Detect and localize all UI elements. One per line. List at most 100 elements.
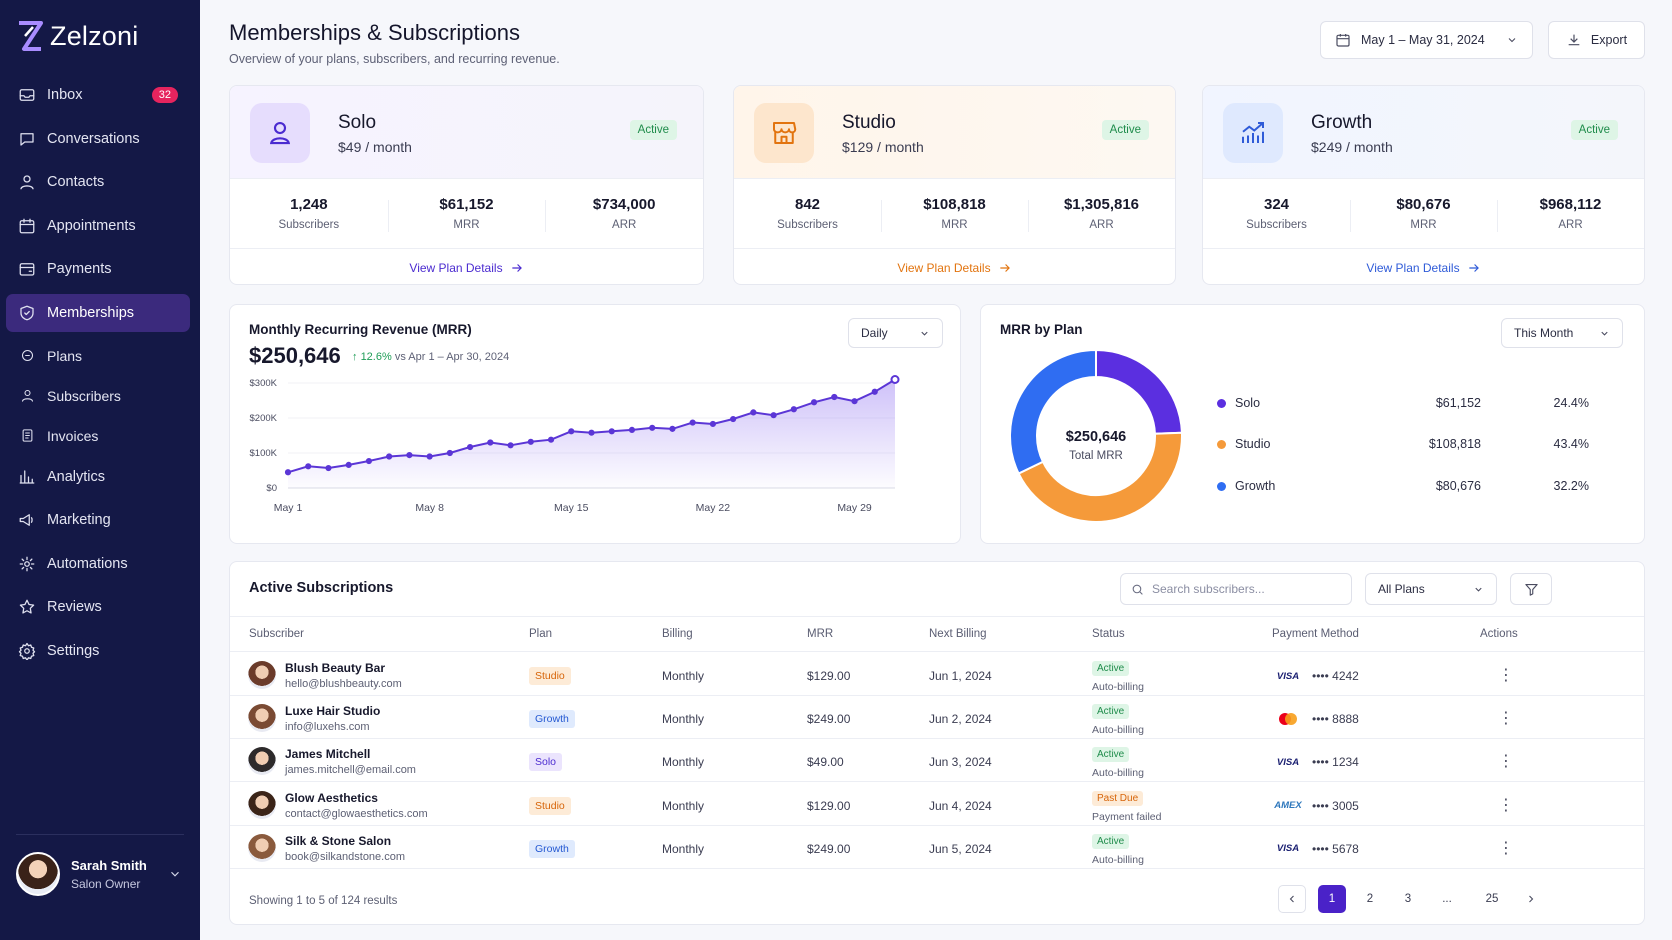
sidebar-item-automations[interactable]: Automations: [6, 545, 190, 583]
chevron-down-icon: [921, 331, 928, 336]
filter-button[interactable]: [1510, 573, 1552, 605]
data-point: [790, 406, 797, 413]
subscriber-name[interactable]: Blush Beauty Bar: [285, 661, 386, 675]
page-ellipsis: ...: [1442, 893, 1452, 905]
data-point: [446, 449, 453, 457]
sidebar-item-conversations[interactable]: Conversations: [6, 120, 190, 158]
table-row[interactable]: Luxe Hair Studio info@luxehs.com Growth Mon…: [230, 696, 1644, 740]
page-button-1[interactable]: 1: [1318, 885, 1346, 913]
arr-label: ARR: [612, 219, 637, 231]
sidebar-item-label: Automations: [47, 555, 128, 572]
avatar: [16, 852, 60, 896]
sidebar-item-payments[interactable]: Payments: [6, 250, 190, 288]
sidebar-item-subscribers[interactable]: Subscribers: [6, 378, 190, 414]
sidebar-item-label: Payments: [47, 261, 112, 278]
sidebar-item-analytics[interactable]: Analytics: [6, 458, 190, 496]
arrow-right-icon: [999, 263, 1010, 272]
export-button[interactable]: Export: [1548, 21, 1645, 59]
sidebar-item-label: Plans: [47, 347, 83, 364]
sidebar-item-label: Settings: [47, 642, 100, 659]
plan-card-solo: Solo $49 / month Active 1,248 Subscribers…: [229, 85, 704, 285]
table-header: Subscriber Plan Billing MRR Next Billing…: [230, 616, 1644, 652]
status-detail: Auto-billing: [1092, 724, 1144, 737]
plan-badge: Studio: [529, 796, 571, 815]
plan-filter-select[interactable]: All Plans: [1365, 573, 1497, 605]
sidebar-item-marketing[interactable]: Marketing: [6, 501, 190, 539]
y-tick-label: $0: [266, 483, 277, 494]
sidebar-item-settings[interactable]: Settings: [6, 632, 190, 670]
view-plan-details-link[interactable]: View Plan Details: [1203, 249, 1644, 284]
plan-name: Growth: [1311, 112, 1373, 133]
plan-name: Solo: [338, 112, 377, 133]
data-point: [568, 428, 575, 435]
status-badge: Active: [1101, 120, 1149, 140]
sidebar-item-memberships[interactable]: Memberships: [6, 293, 190, 332]
mrr-label: MRR: [1410, 219, 1437, 231]
sidebar-item-reviews[interactable]: Reviews: [6, 588, 190, 626]
export-label: Export: [1590, 33, 1628, 47]
page-button-3[interactable]: 3: [1404, 893, 1412, 905]
subscriber-name[interactable]: Silk & Stone Salon: [285, 833, 392, 848]
status-badge: Active: [1092, 704, 1130, 720]
more-actions-icon[interactable]: ⋮: [1498, 839, 1514, 857]
link-label: View Plan Details: [897, 260, 991, 275]
column-header: Actions: [1480, 628, 1518, 640]
date-range-picker[interactable]: May 1 – May 31, 2024: [1320, 21, 1533, 59]
arrow-right-icon: [511, 263, 522, 272]
plans-icon: [18, 347, 36, 365]
user-profile[interactable]: Sarah Smith Salon Owner: [16, 852, 182, 896]
table-row[interactable]: Silk & Stone Salon book@silkandstone.com G…: [230, 826, 1644, 869]
sidebar-item-label: Inbox: [47, 87, 83, 103]
subscriber-name[interactable]: James Mitchell: [285, 747, 371, 762]
table-row[interactable]: Blush Beauty Bar hello@blushbeauty.com Stu…: [230, 653, 1644, 696]
view-plan-details-link[interactable]: View Plan Details: [734, 249, 1175, 284]
link-label: View Plan Details: [1366, 260, 1460, 275]
visa-icon: VISA: [1276, 670, 1300, 682]
x-tick-label: May 29: [837, 502, 872, 514]
subscriber-name[interactable]: Luxe Hair Studio: [285, 704, 381, 719]
sidebar-item-invoices[interactable]: Invoices: [6, 418, 190, 454]
inbox-count-badge: 32: [151, 87, 178, 103]
sidebar-item-plans[interactable]: Plans: [6, 338, 190, 374]
data-point: [284, 469, 292, 476]
page-subtitle: Overview of your plans, subscribers, and…: [229, 52, 560, 66]
search-input[interactable]: Search subscribers...: [1120, 573, 1352, 605]
sidebar: Zelzoni Inbox 32 Conversations Contacts A…: [0, 0, 200, 940]
more-actions-icon[interactable]: ⋮: [1498, 753, 1514, 771]
table-row[interactable]: James Mitchell james.mitchell@email.com So…: [230, 739, 1644, 783]
avatar: [248, 747, 276, 776]
page-button-25[interactable]: 25: [1485, 893, 1499, 905]
logo[interactable]: Zelzoni: [16, 20, 138, 52]
subscriber-name[interactable]: Glow Aesthetics: [285, 790, 378, 805]
sidebar-item-contacts[interactable]: Contacts: [6, 163, 190, 201]
table-row[interactable]: Glow Aesthetics contact@glowaesthetics.co…: [230, 783, 1644, 826]
amex-icon: AMEX: [1274, 800, 1302, 812]
period-select[interactable]: This Month: [1501, 318, 1623, 348]
data-point: [588, 429, 595, 436]
data-point: [325, 464, 332, 472]
legend-amount: $80,676: [1435, 479, 1481, 493]
more-actions-icon[interactable]: ⋮: [1498, 710, 1514, 728]
arr-value: $734,000: [592, 196, 656, 213]
card-last4: •••• 3005: [1312, 798, 1359, 813]
avatar: [248, 833, 276, 862]
status-badge: Active: [629, 120, 677, 140]
avatar: [248, 790, 276, 819]
more-actions-icon[interactable]: ⋮: [1498, 796, 1514, 814]
sidebar-item-appointments[interactable]: Appointments: [6, 207, 190, 245]
bar-chart-icon: [18, 468, 36, 486]
next-page-button[interactable]: [1517, 885, 1545, 913]
page-button-2[interactable]: 2: [1366, 893, 1374, 905]
interval-select[interactable]: Daily: [848, 318, 943, 348]
sidebar-item-inbox[interactable]: Inbox 32: [6, 76, 190, 114]
mrr-label: MRR: [453, 219, 480, 231]
legend-amount: $61,152: [1435, 396, 1481, 410]
subscribers-value: 842: [794, 196, 821, 213]
prev-page-button[interactable]: [1278, 885, 1306, 913]
view-plan-details-link[interactable]: View Plan Details: [230, 249, 703, 284]
donut-slice-studio: [1017, 431, 1183, 523]
gear-icon: [18, 642, 36, 660]
chevron-down-icon[interactable]: [168, 867, 182, 881]
more-actions-icon[interactable]: ⋮: [1498, 667, 1514, 684]
data-point: [669, 425, 676, 432]
